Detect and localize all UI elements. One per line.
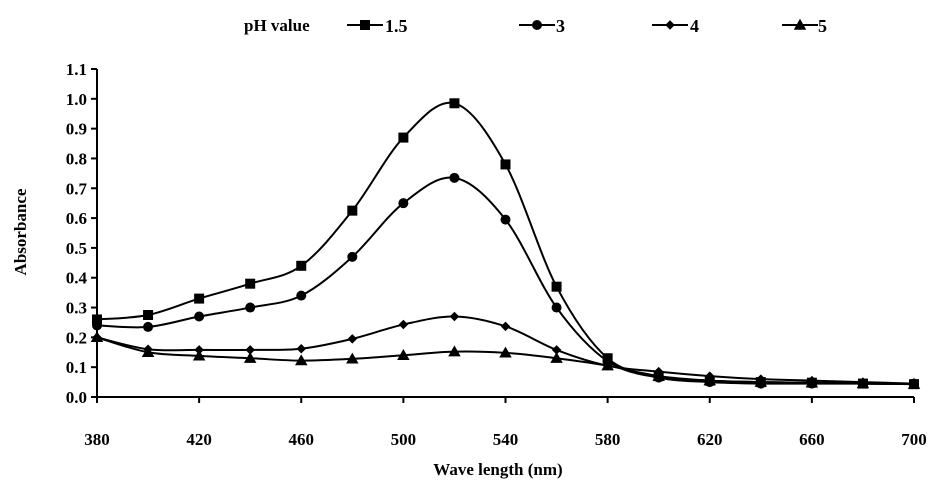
y-tick-label: 0.4: [66, 269, 88, 288]
data-point-ph-1-5: [347, 205, 358, 216]
legend-label-ph-5: 5: [818, 16, 827, 36]
data-point-ph-5: [295, 354, 308, 366]
data-point-ph-1-5: [194, 293, 205, 304]
series-line-ph-5: [96, 336, 915, 386]
data-point-ph-5: [652, 369, 665, 381]
data-point-ph-4: [347, 334, 358, 344]
y-tick-label: 0.3: [66, 299, 87, 318]
data-point-ph-4: [449, 311, 460, 322]
data-point-ph-5: [499, 346, 512, 358]
data-point-ph-4: [245, 345, 255, 355]
data-point-ph-1-5: [245, 278, 256, 289]
data-point-ph-1-5: [92, 314, 102, 325]
y-tick-label: 0.0: [66, 388, 87, 407]
axes: 0.0 0.1 0.2 0.3 0.4 0.5 0.6 0.7 0.8 0.9 1.0 1.1 380 4…: [66, 60, 927, 449]
data-point-ph-3: [449, 172, 460, 183]
data-point-ph-1-5: [296, 260, 307, 271]
legend-label-ph-3: 3: [556, 16, 565, 36]
data-point-ph-5: [346, 352, 359, 364]
data-point-ph-1-5: [449, 98, 460, 109]
data-point-ph-1-5: [500, 159, 511, 170]
x-tick-label: 660: [799, 430, 825, 449]
x-axis-title: Wave length (nm): [433, 460, 562, 479]
data-point-ph-5: [754, 375, 768, 387]
data-point-ph-5: [448, 345, 461, 357]
y-tick-label: 0.8: [66, 149, 87, 168]
data-point-ph-3: [143, 321, 154, 332]
data-point-ph-5: [192, 349, 206, 361]
series-line-ph-1-5: [96, 101, 915, 386]
data-point-ph-5: [703, 374, 716, 386]
legend-label-ph-4: 4: [690, 16, 699, 36]
y-axis-title: Absorbance: [11, 188, 30, 275]
data-point-ph-3: [245, 302, 256, 313]
data-point-ph-3: [347, 251, 358, 262]
data-point-ph-5: [601, 359, 614, 371]
y-tick-label: 0.1: [66, 358, 87, 377]
data-point-ph-4: [500, 321, 511, 332]
data-point-ph-4: [551, 345, 562, 355]
legend-title: pH value: [244, 16, 310, 35]
x-tick-label: 700: [901, 430, 927, 449]
data-point-ph-1-5: [551, 281, 562, 292]
y-tick-label: 0.7: [66, 179, 88, 198]
x-tick-label: 460: [289, 430, 315, 449]
y-tick-label: 0.9: [66, 120, 87, 139]
legend-marker-ph-3: [532, 20, 542, 30]
data-point-ph-1-5: [143, 310, 154, 320]
data-point-ph-1-5: [398, 132, 409, 143]
data-point-ph-5: [90, 331, 104, 343]
data-point-ph-5: [805, 376, 819, 388]
data-point-ph-5: [141, 346, 155, 357]
legend-marker-ph-4: [665, 20, 675, 30]
data-point-ph-3: [296, 290, 307, 301]
y-tick-label: 1.0: [66, 90, 87, 109]
y-tick-label: 1.1: [66, 60, 87, 79]
data-point-ph-3: [500, 214, 511, 225]
data-point-ph-5: [397, 349, 410, 360]
series-curves: [96, 101, 915, 386]
x-tick-label: 540: [493, 430, 519, 449]
x-tick-label: 420: [186, 430, 212, 449]
data-point-ph-5: [550, 351, 563, 363]
legend-marker-ph-5: [793, 18, 807, 30]
data-point-ph-5: [856, 377, 870, 389]
data-point-ph-5: [243, 351, 257, 363]
data-point-ph-5: [907, 377, 921, 389]
y-tick-label: 0.2: [66, 328, 87, 347]
y-tick-label: 0.6: [66, 209, 87, 228]
series-markers: [90, 98, 921, 390]
x-tick-label: 620: [697, 430, 723, 449]
data-point-ph-4: [398, 319, 409, 330]
x-tick-label: 380: [84, 430, 110, 449]
x-tick-label: 580: [595, 430, 621, 449]
y-tick-label: 0.5: [66, 239, 87, 258]
data-point-ph-4: [296, 343, 306, 354]
x-tick-label: 500: [391, 430, 417, 449]
data-point-ph-3: [398, 198, 409, 209]
data-point-ph-3: [194, 311, 205, 322]
legend-label-ph-1-5: 1.5: [385, 16, 408, 36]
legend-marker-ph-1-5: [360, 20, 370, 30]
legend: pH value 1.5 3 4 5: [244, 16, 827, 36]
data-point-ph-3: [92, 320, 102, 331]
data-point-ph-3: [551, 302, 562, 313]
